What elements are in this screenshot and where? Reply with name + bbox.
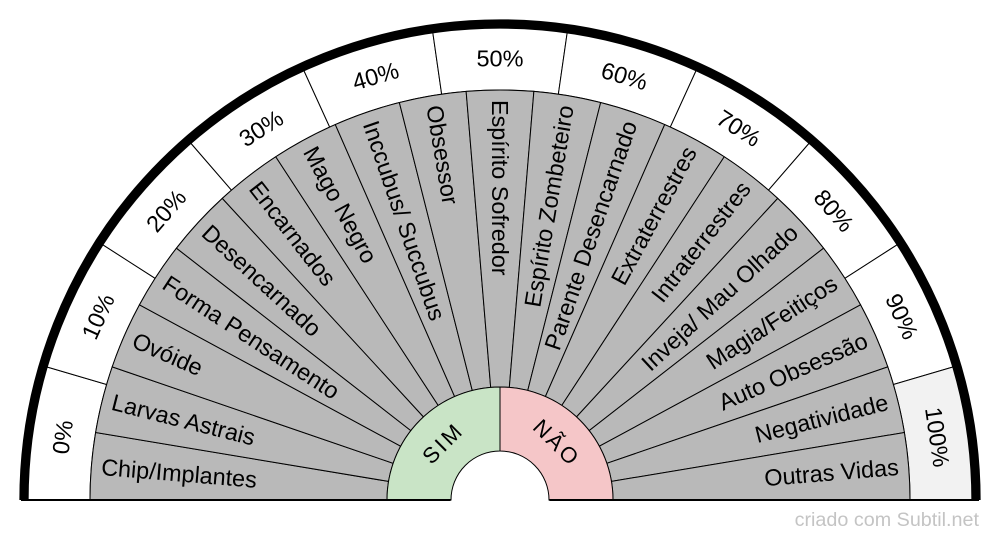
svg-text:criado com Subtil.net: criado com Subtil.net [795, 509, 980, 531]
svg-text:Espírito Sofredor: Espírito Sofredor [487, 100, 513, 276]
svg-text:50%: 50% [476, 45, 523, 71]
svg-text:0%: 0% [48, 418, 79, 455]
